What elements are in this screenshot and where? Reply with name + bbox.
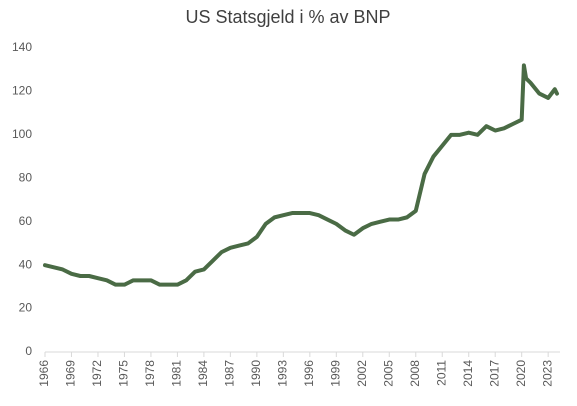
x-tick-label: 2011 bbox=[434, 360, 448, 386]
x-tick-label: 1966 bbox=[37, 360, 51, 387]
x-tick-label: 2014 bbox=[461, 360, 475, 387]
y-tick-label: 0 bbox=[25, 344, 32, 358]
x-tick-label: 2002 bbox=[355, 360, 369, 387]
chart-title: US Statsgjeld i % av BNP bbox=[185, 7, 390, 27]
x-tick-label: 2005 bbox=[381, 360, 395, 387]
x-tick-label: 1999 bbox=[328, 360, 342, 387]
x-tick-label: 2008 bbox=[408, 360, 422, 387]
x-tick-label: 1969 bbox=[64, 360, 78, 387]
line bbox=[43, 63, 559, 287]
y-tick-label: 20 bbox=[19, 301, 33, 315]
x-tick-label: 1996 bbox=[302, 360, 316, 387]
x-tick-label: 1978 bbox=[143, 360, 157, 387]
x-tick-label: 1987 bbox=[223, 360, 237, 387]
x-tick-label: 1993 bbox=[276, 360, 290, 387]
y-tick-label: 140 bbox=[12, 40, 32, 54]
x-tick-label: 1972 bbox=[90, 360, 104, 387]
y-tick-label: 100 bbox=[12, 127, 32, 141]
y-tick-label: 60 bbox=[19, 214, 33, 228]
y-tick-label: 120 bbox=[12, 84, 32, 98]
y-tick-label: 80 bbox=[19, 170, 33, 184]
x-tick-label: 2023 bbox=[540, 360, 554, 387]
x-tick-label: 1984 bbox=[196, 360, 210, 387]
x-tick-label: 1981 bbox=[170, 360, 184, 387]
x-tick-label: 1975 bbox=[117, 360, 131, 387]
y-tick-label: 40 bbox=[19, 257, 33, 271]
x-tick-label: 1990 bbox=[249, 360, 263, 387]
x-tick-label: 2020 bbox=[514, 360, 528, 387]
x-tick-label: 2017 bbox=[487, 360, 501, 387]
